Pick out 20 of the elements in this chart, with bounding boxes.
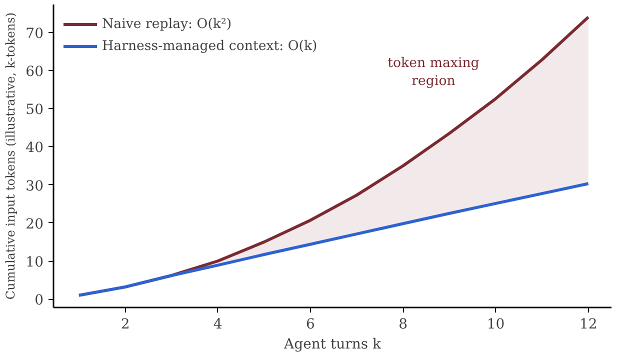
x-tick-label: 2 xyxy=(120,316,130,332)
x-axis-title: Agent turns k xyxy=(283,336,382,352)
x-tick-label: 10 xyxy=(486,316,505,332)
legend-label: Harness-managed context: O(k) xyxy=(102,38,318,54)
y-tick-label: 0 xyxy=(34,292,44,309)
y-tick-label: 20 xyxy=(26,216,44,232)
y-axis-title: Cumulative input tokens (illustrative, k-tokens) xyxy=(4,12,18,300)
y-tick-label: 10 xyxy=(26,254,44,270)
y-tick-label: 30 xyxy=(26,178,44,194)
y-tick-label: 70 xyxy=(26,26,44,42)
annotation: token maxing region xyxy=(388,56,480,89)
y-tick-label: 60 xyxy=(26,64,44,80)
legend-label: Naive replay: O(k²) xyxy=(102,16,232,32)
x-tick-label: 8 xyxy=(398,316,408,332)
y-tick-label: 50 xyxy=(26,102,44,118)
line-series xyxy=(77,182,590,297)
x-tick-label: 4 xyxy=(213,316,222,332)
x-tick-label: 12 xyxy=(579,316,598,332)
x-tick-label: 6 xyxy=(306,316,316,332)
y-tick-label: 40 xyxy=(26,140,44,156)
